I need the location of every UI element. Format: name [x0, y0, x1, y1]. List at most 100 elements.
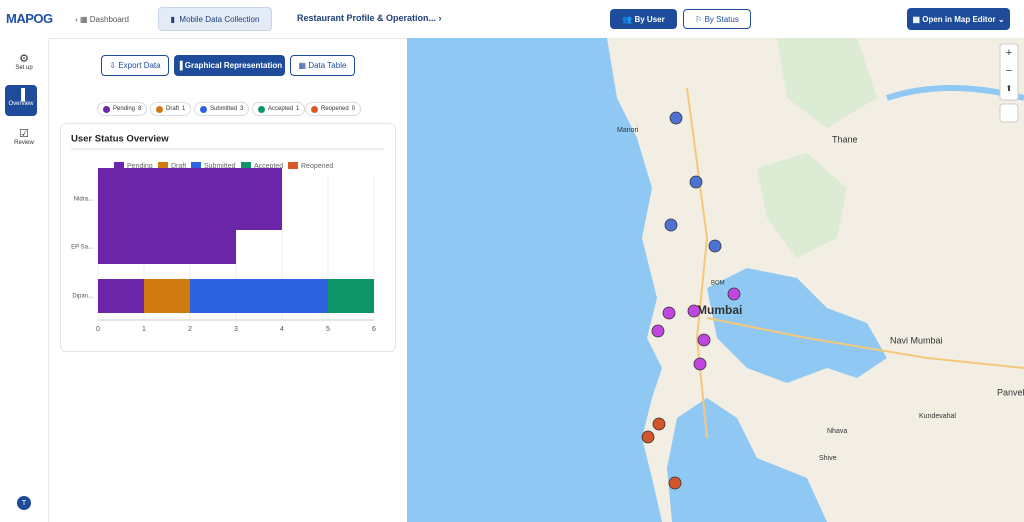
nav-text: Review	[14, 140, 34, 146]
map-label: Kundevahal	[919, 413, 956, 420]
x-tick-label: 2	[188, 326, 192, 333]
nav-text: Set up	[15, 65, 33, 71]
nav-item[interactable]: ⚙ Set up	[15, 53, 33, 71]
pill-count: 3	[240, 106, 244, 112]
nav-text: Overview	[8, 101, 34, 107]
button-text: Open in Map Editor	[922, 14, 996, 24]
view-button[interactable]: 👥 By User	[610, 9, 677, 29]
legend-swatch	[288, 162, 298, 169]
compass[interactable]: ⬆	[1006, 84, 1013, 93]
breadcrumb-current: Restaurant Profile & Operation... ›	[297, 13, 442, 23]
button-text: By Status	[704, 14, 739, 24]
breadcrumb-text: Restaurant Profile & Operation...	[297, 13, 437, 23]
nav-item[interactable]: ☑ Review	[14, 128, 34, 146]
park	[777, 38, 877, 128]
status-pill[interactable]: Pending 8	[97, 102, 148, 116]
breadcrumb-link[interactable]: ‹ ▦ Dashboard	[75, 14, 129, 24]
marker[interactable]	[727, 287, 741, 301]
map-label: Manori	[617, 127, 639, 134]
tab-text: Export Data	[118, 61, 161, 70]
chart: User Status Overview Pending Draft Submitt…	[71, 134, 384, 333]
breadcrumb-text: Mobile Data Collection	[179, 14, 260, 24]
map-label: Shive	[819, 455, 837, 462]
status-pill[interactable]: Submitted 3	[194, 102, 250, 116]
marker[interactable]	[651, 324, 665, 338]
legend-label: Submitted	[204, 163, 236, 170]
pill-count: 1	[296, 106, 300, 112]
road	[706, 317, 1024, 369]
pill-label: Draft	[166, 106, 180, 112]
pill-count: 8	[138, 106, 142, 112]
pill-label: Submitted	[210, 106, 238, 112]
x-tick-label: 5	[326, 326, 330, 333]
marker[interactable]	[693, 357, 707, 371]
nav-item[interactable]: ▐ Overview	[5, 85, 37, 116]
map-label: Panvel	[997, 387, 1024, 397]
pill-dot	[311, 105, 318, 113]
bar-segment	[98, 279, 144, 313]
pill-label: Accepted	[268, 106, 294, 112]
status-pill[interactable]: Reopened 0	[305, 102, 362, 116]
chart-card	[60, 123, 396, 352]
bar-segment	[98, 230, 236, 264]
pill-dot	[200, 105, 207, 113]
pill-label: Pending	[113, 106, 136, 112]
breadcrumb-link[interactable]: ▮ Mobile Data Collection	[158, 7, 272, 31]
chart-title: User Status Overview	[71, 134, 169, 145]
pill-count: 1	[182, 106, 186, 112]
map-label: Nhava	[827, 428, 847, 435]
land	[607, 38, 1024, 522]
marker[interactable]	[689, 175, 703, 189]
marker[interactable]	[664, 218, 678, 232]
tab[interactable]: ▐ Graphical Representation	[174, 55, 285, 76]
x-tick-label: 0	[96, 326, 100, 333]
road	[686, 87, 709, 439]
map-label: BOM	[711, 281, 725, 287]
map: Thane Mumbai Navi Mumbai Panvel Kundevahal Nh…	[407, 38, 1024, 522]
legend-swatch	[191, 162, 201, 169]
map-label: Mumbai	[697, 303, 742, 317]
tab[interactable]: ▦ Data Table	[290, 55, 355, 76]
legend-label: Pending	[127, 163, 153, 170]
avatar[interactable]: T	[17, 496, 31, 510]
y-tick-label: Nidra...	[74, 197, 94, 203]
legend-swatch	[114, 162, 124, 169]
pill-dot	[103, 105, 110, 113]
view-button[interactable]: ⚐ By Status	[683, 9, 751, 29]
legend-label: Accepted	[254, 163, 283, 170]
legend-swatch	[158, 162, 168, 169]
legend-swatch	[241, 162, 251, 169]
x-tick-label: 4	[280, 326, 284, 333]
map-label: Thane	[832, 134, 858, 144]
pill-count: 0	[351, 106, 356, 112]
pill-label: Reopened	[321, 106, 349, 112]
marker[interactable]	[641, 430, 655, 444]
y-tick-label: EP Sa...	[71, 245, 93, 251]
marker[interactable]	[662, 306, 676, 320]
marker[interactable]	[668, 476, 682, 490]
locate[interactable]	[999, 103, 1019, 123]
editor-button[interactable]: ▦ Open in Map Editor ⌄	[907, 8, 1010, 30]
zoom-out[interactable]: −	[1006, 65, 1012, 77]
marker[interactable]	[669, 111, 683, 125]
breadcrumb-text: Dashboard	[89, 14, 129, 24]
zoom-in[interactable]: +	[1006, 47, 1012, 59]
bar-segment	[190, 279, 328, 313]
x-tick-label: 1	[142, 326, 146, 333]
y-tick-label: Dipan...	[72, 294, 93, 300]
legend-label: Draft	[171, 163, 186, 170]
pill-dot	[258, 105, 265, 113]
tab-text: Data Table	[308, 61, 347, 70]
marker[interactable]	[687, 304, 701, 318]
tab[interactable]: ⇩ Export Data	[101, 55, 169, 76]
top-bar: MAPOG ‹ ▦ Dashboard ▮ Mobile Data Collec…	[0, 0, 1024, 39]
marker[interactable]	[708, 239, 722, 253]
marker[interactable]	[652, 417, 666, 431]
status-pill[interactable]: Accepted 1	[252, 102, 306, 116]
tab-text: Graphical Representation	[184, 61, 283, 70]
status-pill[interactable]: Draft 1	[150, 102, 192, 116]
marker[interactable]	[697, 333, 711, 347]
pill-dot	[156, 105, 163, 113]
markers	[641, 111, 741, 490]
